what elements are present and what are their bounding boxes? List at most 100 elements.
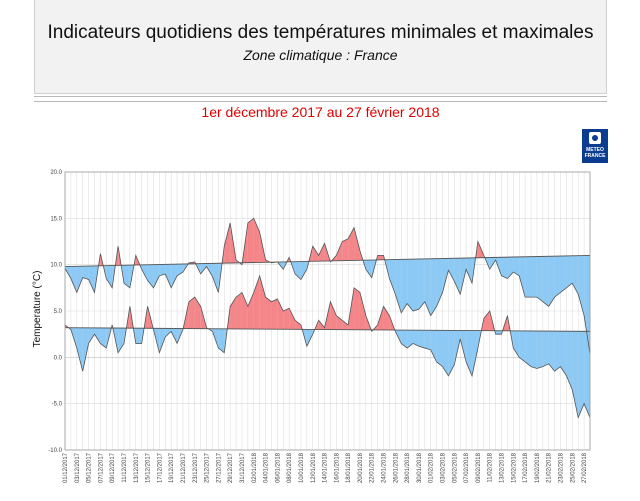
series-2-fill [413,330,419,347]
x-tick-label: 19/12/2017 [169,452,175,483]
x-tick-label: 05/02/2018 [452,452,458,483]
x-tick-label: 27/02/2018 [582,452,588,483]
series-1-fill [436,258,443,307]
series-2-fill [259,275,266,330]
series-1-fill [247,218,254,263]
x-tick-label: 23/02/2018 [559,452,565,483]
meteo-france-logo: METEO FRANCE [582,129,608,163]
series-1-fill [548,256,555,307]
x-tick-label: 31/12/2017 [240,452,246,483]
series-1-fill [554,256,561,298]
series-2-fill [448,330,455,376]
x-tick-label: 06/01/2018 [275,452,281,483]
x-tick-label: 01/12/2017 [63,452,69,483]
series-2-fill [283,308,290,330]
series-1-fill [395,259,402,313]
x-tick-label: 04/01/2018 [264,452,270,483]
divider-top [34,96,607,97]
series-2-fill [342,320,349,330]
y-tick-label: 20.0 [50,170,62,176]
series-2-fill [118,328,124,353]
series-2-fill [295,320,301,330]
series-1-fill [224,222,231,264]
grid-lines [64,171,591,451]
x-tick-label: 09/02/2018 [476,452,482,483]
series-2-fill [531,330,537,369]
series-2-fill [401,330,408,349]
chart-subtitle: Zone climatique : France [243,47,398,63]
x-tick-label: 07/02/2018 [464,452,470,483]
logo-icon [589,132,601,144]
series-1-fill [454,258,461,295]
series-1-fill [542,256,549,307]
series-2-fill [460,330,467,362]
series-1-fill [336,241,343,261]
x-tick-label: 17/02/2018 [523,452,529,483]
series-1-fill [348,227,355,261]
series-1-fill [171,264,178,288]
series-1-fill [88,265,95,293]
x-tick-label: 11/12/2017 [122,452,128,482]
x-tick-label: 03/02/2018 [441,452,447,483]
series-2-line [64,274,591,419]
series-1-fill [407,259,414,311]
x-tick-label: 09/12/2017 [110,452,116,483]
x-tick-label: 22/01/2018 [370,452,376,483]
header-panel: Indicateurs quotidiens des températures … [34,0,607,94]
series-1-fill [300,261,307,280]
series-lines [64,217,591,419]
series-2-fill [472,330,478,376]
series-2-fill [424,330,431,350]
y-tick-label: 10.0 [50,263,62,269]
series-1-normal-line [64,254,591,267]
series-2-fill [454,330,461,365]
x-tick-label: 15/02/2018 [511,452,517,483]
plot-frame [64,171,591,451]
series-2-fill [554,331,561,372]
y-axis-label: Temperature (°C) [32,271,43,348]
x-tick-label: 12/01/2018 [311,452,317,483]
x-tick-label: 19/02/2018 [535,452,541,483]
series-1-fill [578,255,585,316]
series-2-fill [159,328,166,353]
series-2-fill [241,292,248,329]
series-2-fill [525,330,532,367]
series-1-fill [513,256,520,276]
series-1-fill [123,265,130,288]
series-1-fill [389,259,396,295]
x-tick-label: 26/01/2018 [393,452,399,483]
x-tick-label: 08/01/2018 [287,452,293,483]
series-1-fill [525,256,532,298]
x-tick-label: 23/12/2017 [193,452,199,483]
x-tick-label: 02/01/2018 [252,452,258,483]
period-label: 1er décembre 2017 au 27 février 2018 [201,104,440,120]
series-2-fill [407,330,414,349]
series-1-fill [519,256,526,298]
series-2-fill [82,327,89,372]
x-tick-label: 13/12/2017 [134,452,140,483]
series-1-fill [312,246,319,262]
series-2-fill [354,287,360,330]
series-1-fill [159,264,166,276]
series-1-fill [401,259,408,313]
series-1-fill [466,257,473,284]
series-1-fill [106,265,113,288]
x-tick-label: 17/12/2017 [157,452,163,483]
series-2-fill [359,292,366,330]
series-2-fill [88,327,95,344]
x-tick-label: 01/02/2018 [429,452,435,483]
y-tick-label: -5.0 [52,402,63,408]
x-tick-label: 21/02/2018 [547,452,553,483]
series-2-fill [165,328,172,337]
x-tick-label: 20/01/2018 [358,452,364,483]
series-2-fill [188,297,195,329]
series-1-fill [70,266,77,293]
series-1-fill [448,258,455,282]
series-1-fill [418,258,425,310]
series-2-fill [135,328,142,344]
series-1-fill [342,238,349,261]
x-tick-label: 28/01/2018 [405,452,411,483]
series-1-fill [560,255,567,293]
series-1-fill [153,264,160,288]
